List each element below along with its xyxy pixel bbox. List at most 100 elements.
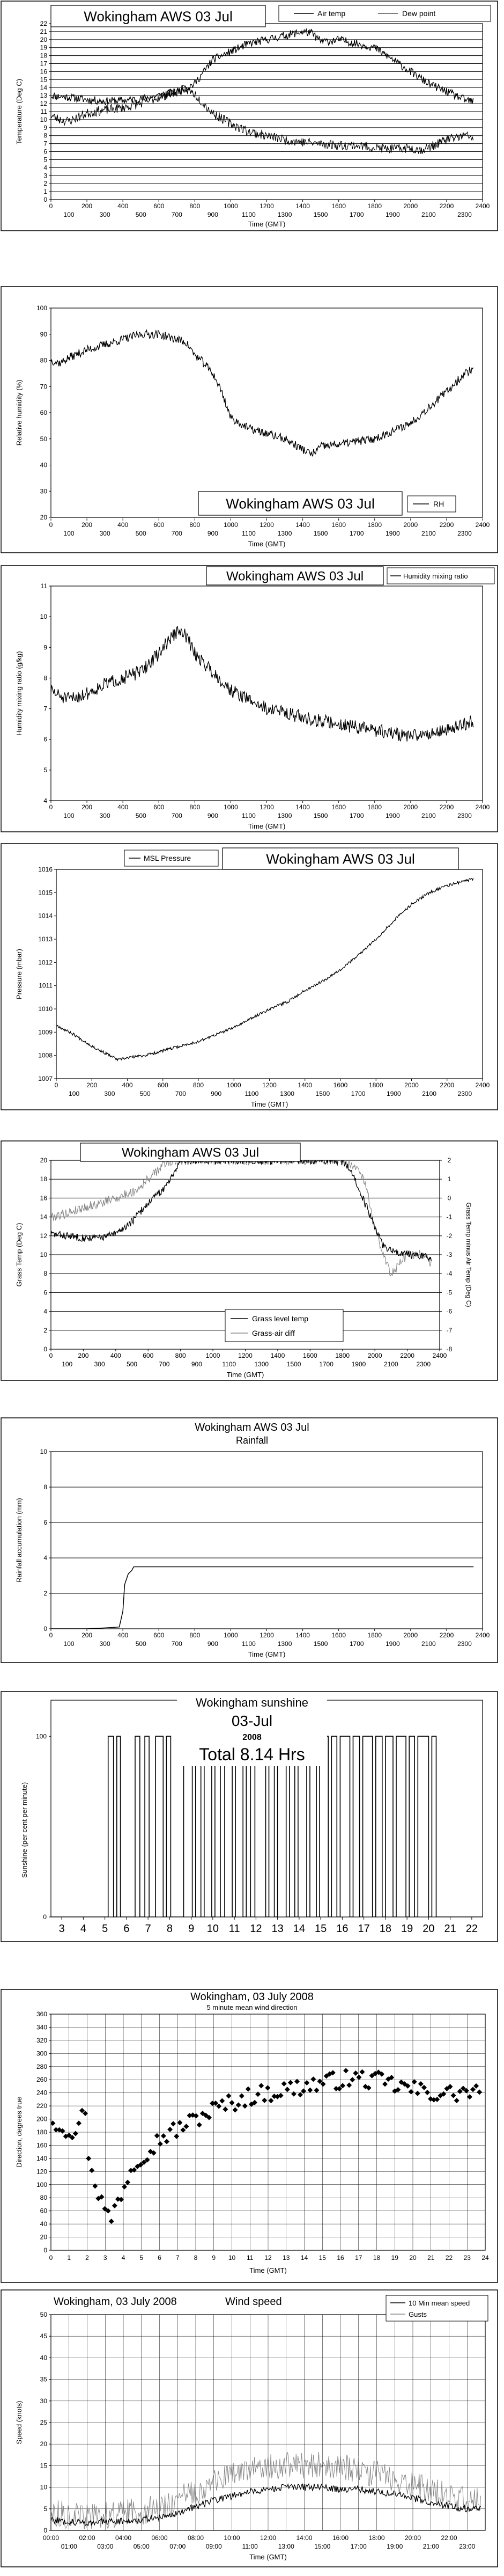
legend-label-mixing-ratio: Humidity mixing ratio (403, 572, 468, 580)
x-tick-label: 1000 (224, 803, 238, 811)
x-tick-label: 10:00 (224, 2534, 240, 2542)
data-point (454, 2098, 459, 2104)
x-tick-label: 21 (444, 1923, 456, 1935)
data-point (229, 2100, 235, 2106)
data-point (151, 2150, 157, 2156)
x-axis-label: Time (GMT) (249, 2266, 287, 2274)
x-tick-label: 4 (80, 1923, 86, 1935)
x-tick-label: 1700 (350, 211, 364, 218)
chart-title: Wokingham AWS 03 Jul (195, 1422, 309, 1433)
data-point (174, 2133, 180, 2139)
x-tick-label: 8 (194, 2254, 198, 2262)
x-tick-label: 1400 (295, 521, 310, 529)
x-tick-label: 2100 (421, 530, 436, 537)
x-tick-label: 600 (153, 803, 164, 811)
legend: Air temp Dew point (278, 5, 491, 22)
data-point (425, 2089, 430, 2095)
chart-title: Wokingham AWS 03 Jul (122, 1146, 259, 1160)
series-line-dew-point (51, 85, 474, 154)
data-point (317, 2079, 323, 2084)
x-tick-label: 500 (140, 1090, 151, 1097)
y-tick-label: 4 (43, 164, 47, 171)
x-tick-label: 1500 (316, 1090, 330, 1097)
x-tick-label: 1200 (260, 202, 274, 210)
x-axis-label: Time (GMT) (248, 220, 286, 228)
legend: RH (407, 495, 456, 513)
x-tick-label: 13 (283, 2254, 290, 2262)
data-point (366, 2085, 372, 2091)
legend-label-pressure: MSL Pressure (144, 854, 191, 862)
y-axis-label: Pressure (mbar) (15, 949, 23, 999)
y-axis-label: Humidity mixing ratio (g/kg) (15, 651, 23, 736)
x-tick-label: 20 (409, 2254, 417, 2262)
x-tick-label: 1200 (238, 1352, 253, 1359)
x-tick-label: 3 (59, 1923, 65, 1935)
x-tick-label: 17 (358, 1923, 370, 1935)
x-axis-label: Time (GMT) (249, 2553, 287, 2561)
legend-label-gusts: Gusts (409, 2310, 427, 2318)
x-tick-label: 22 (446, 2254, 453, 2262)
x-tick-label: 1200 (260, 1631, 274, 1639)
data-point (265, 2085, 271, 2091)
x-tick-label: 20:00 (405, 2534, 421, 2542)
data-point (343, 2068, 349, 2074)
x-tick-label: 12 (264, 2254, 272, 2262)
y-tick-label: 19 (40, 44, 48, 52)
data-point (171, 2121, 176, 2127)
data-point (115, 2196, 121, 2202)
x-tick-label: 1300 (278, 211, 292, 218)
x-tick-label: 17 (355, 2254, 362, 2262)
data-point (193, 2113, 199, 2119)
x-tick-label: 11:00 (242, 2543, 258, 2550)
x-tick-label: 1100 (242, 211, 256, 218)
data-point (239, 2093, 244, 2099)
wind-speed-chart: Wokingham, 03 July 2008 Wind speed 0 5 10 15 2… (1, 2289, 498, 2567)
x-tick-label: 2400 (476, 803, 490, 811)
x-tick-label: 1100 (242, 812, 256, 819)
data-point (223, 2106, 228, 2112)
data-point (128, 2168, 134, 2174)
x-tick-label: 500 (136, 1640, 146, 1648)
x-tick-label: 11 (229, 1923, 240, 1935)
data-point (76, 2120, 81, 2126)
x-tick-label: 700 (172, 530, 182, 537)
x-tick-label: 1300 (278, 530, 292, 537)
title-box (198, 491, 403, 516)
x-tick-label: 200 (78, 1352, 88, 1359)
data-point (219, 2098, 225, 2104)
data-point (72, 2131, 78, 2136)
y-tick-label: 0 (43, 1345, 47, 1353)
x-tick-label: 1800 (335, 1352, 350, 1359)
y-tick-label: 8 (43, 1483, 47, 1491)
x-tick-label: 200 (81, 202, 92, 210)
y-tick-label: 100 (36, 304, 47, 312)
data-point (392, 2088, 398, 2094)
x-tick-label: 13:00 (278, 2543, 294, 2550)
data-point (196, 2122, 202, 2128)
x-tick-label: 1700 (350, 530, 364, 537)
series-group (51, 329, 474, 457)
data-point (83, 2111, 88, 2117)
legend-box (225, 1309, 344, 1342)
temperature-chart-panel: 0 1 2 3 4 5 6 7 8 9 10 11 12 13 14 15 16 17 18 19 20 21 22 0 200… (0, 0, 504, 232)
y-tick-label: 12 (40, 1232, 48, 1240)
x-tick-label: 5 (139, 2254, 143, 2262)
y-right-tick-label: -8 (447, 1345, 453, 1353)
chart-subtitle: 03-Jul (232, 1713, 272, 1729)
x-tick-label: 2000 (404, 1081, 419, 1089)
y-axis-label: Speed (knots) (15, 2401, 23, 2445)
y-tick-label: 60 (40, 2207, 48, 2215)
y-tick-label: 7 (43, 705, 47, 713)
data-point (99, 2194, 105, 2200)
y-tick-label: 10 (40, 1251, 48, 1258)
data-point (359, 2069, 365, 2075)
chart-title: Wokingham AWS 03 Jul (226, 569, 364, 584)
data-point (51, 2120, 56, 2126)
legend: MSL Pressure (124, 850, 219, 867)
x-tick-label: 14:00 (296, 2534, 312, 2542)
title-backdrop (177, 1694, 327, 1766)
data-point (463, 2088, 469, 2094)
